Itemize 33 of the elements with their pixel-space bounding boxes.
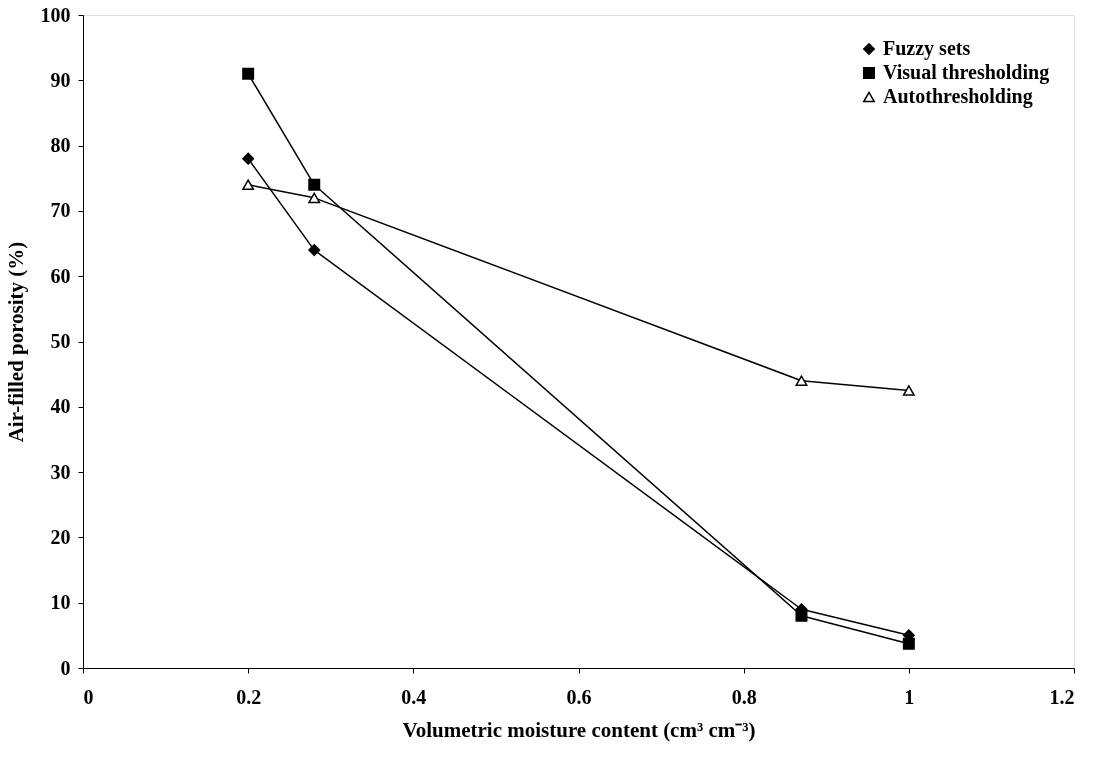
point — [795, 375, 808, 386]
x-tick-label: 0.2 — [236, 685, 262, 708]
point — [795, 609, 808, 622]
x-tick-label: 0.4 — [401, 685, 427, 708]
y-tick-label: 60 — [50, 264, 71, 287]
point — [902, 385, 915, 396]
x-tick-label: 0.8 — [731, 685, 757, 708]
y-tick-label: 0 — [60, 656, 71, 679]
x-axis-title: Volumetric moisture content (cm³ cm⁻³) — [402, 717, 756, 742]
y-tick-label: 90 — [50, 68, 71, 91]
x-tick-label: 0.6 — [566, 685, 592, 708]
y-axis-title: Air-filled porosity (%) — [3, 241, 28, 443]
y-tick-label: 10 — [50, 591, 71, 614]
legend-label: Fuzzy sets — [883, 37, 971, 60]
y-tick-label: 20 — [50, 525, 71, 548]
point — [242, 152, 255, 165]
x-tick-label: 0 — [83, 685, 94, 708]
y-tick-label: 30 — [50, 460, 71, 483]
x-tick-label: 1 — [904, 685, 915, 708]
point — [242, 67, 255, 80]
point — [902, 637, 915, 650]
legend-label: Visual thresholding — [883, 61, 1050, 84]
point — [308, 192, 321, 204]
y-tick-label: 100 — [40, 3, 71, 26]
y-tick-label: 70 — [50, 199, 71, 222]
legend-label: Autothresholding — [883, 85, 1033, 108]
y-tick-label: 80 — [50, 134, 71, 157]
point — [242, 179, 255, 191]
y-tick-label: 40 — [50, 395, 71, 418]
point — [308, 178, 321, 191]
y-tick-label: 50 — [50, 330, 71, 352]
point — [308, 244, 321, 257]
x-tick-label: 1.2 — [1049, 685, 1075, 708]
